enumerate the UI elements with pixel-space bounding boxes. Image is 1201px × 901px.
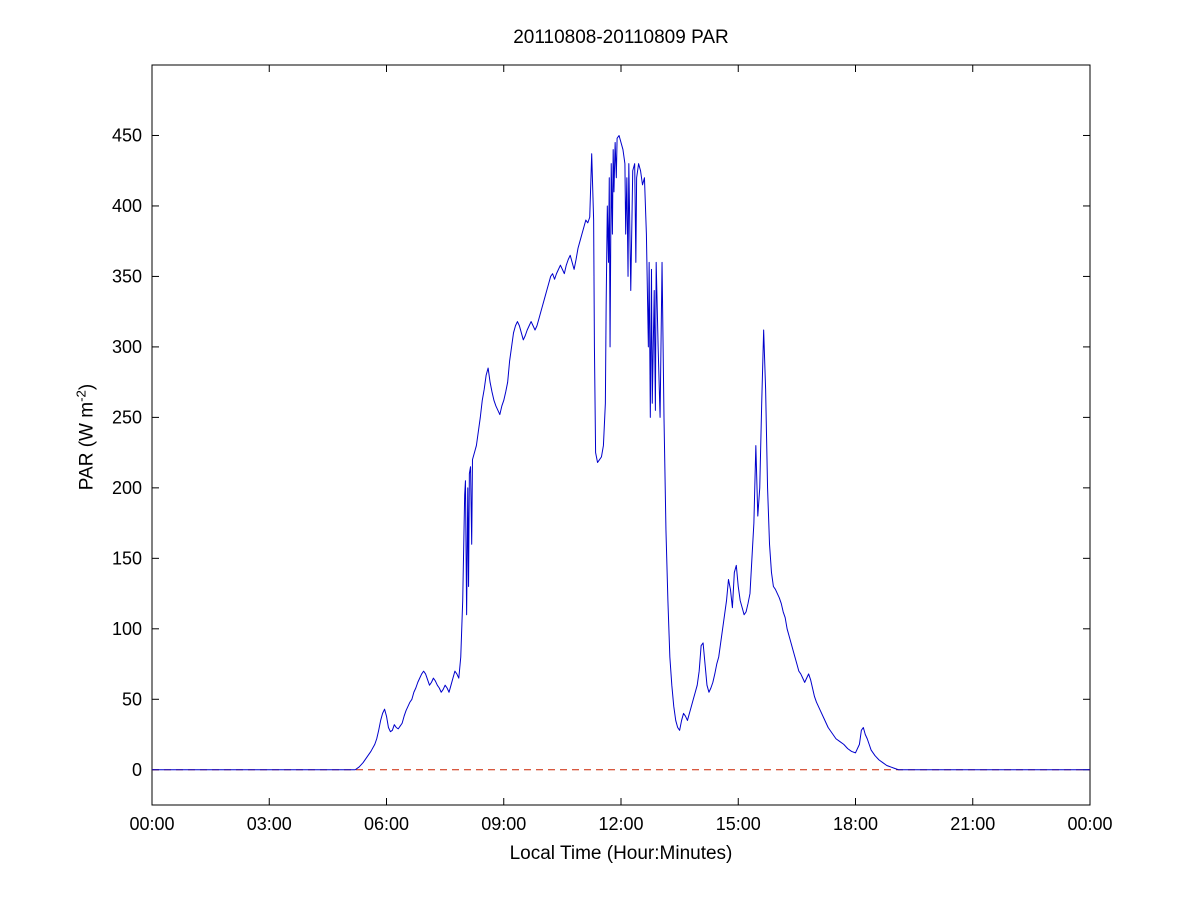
x-tick-label: 00:00 (1067, 814, 1112, 834)
x-axis-label: Local Time (Hour:Minutes) (509, 843, 733, 864)
x-tick-label: 03:00 (247, 814, 292, 834)
y-tick-label: 350 (112, 266, 142, 286)
y-tick-label: 200 (112, 478, 142, 498)
x-tick-label: 15:00 (716, 814, 761, 834)
y-tick-label: 100 (112, 619, 142, 639)
x-tick-label: 00:00 (129, 814, 174, 834)
chart-title: 20110808-20110809 PAR (513, 27, 729, 48)
y-tick-label: 0 (132, 760, 142, 780)
x-tick-label: 06:00 (364, 814, 409, 834)
y-tick-label: 400 (112, 196, 142, 216)
y-tick-label: 150 (112, 548, 142, 568)
axes-box (151, 64, 1091, 806)
y-tick-label: 450 (112, 125, 142, 145)
x-tick-label: 09:00 (481, 814, 526, 834)
x-tick-label: 12:00 (598, 814, 643, 834)
par-data-line (152, 134, 1090, 771)
x-tick-label: 21:00 (950, 814, 995, 834)
y-tick-label: 50 (122, 689, 142, 709)
x-tick-label: 18:00 (833, 814, 878, 834)
y-tick-label: 300 (112, 337, 142, 357)
y-tick-label: 250 (112, 407, 142, 427)
